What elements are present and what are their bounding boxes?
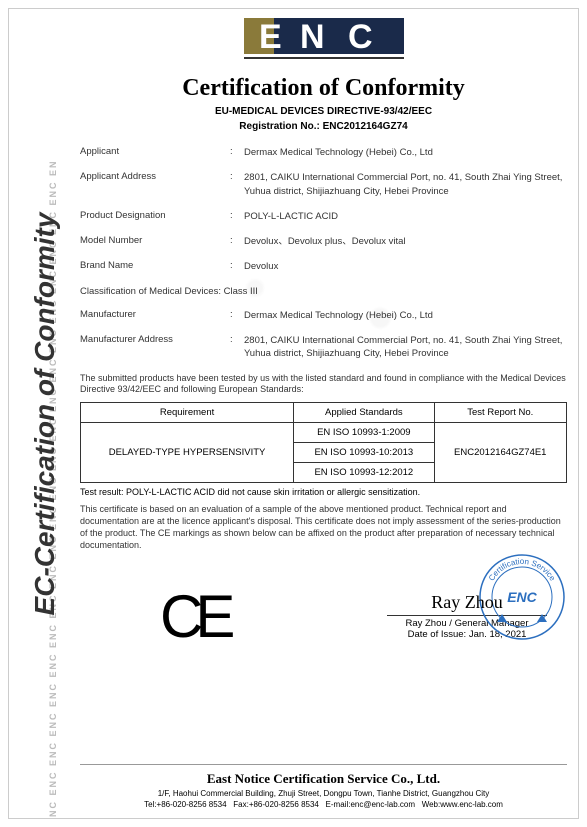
field-label: Applicant Address (80, 171, 230, 182)
subtitle-directive: EU-MEDICAL DEVICES DIRECTIVE-93/42/EEC (80, 106, 567, 117)
field-label: Manufacturer (80, 309, 230, 320)
field-value: 2801, CAIKU International Commercial Por… (244, 171, 567, 198)
svg-text:N: N (300, 18, 325, 56)
field-value: Devolux (244, 260, 567, 273)
classification-line: Classification of Medical Devices: Class… (80, 286, 567, 297)
footer-contact: Tel:+86-020-8256 8534 Fax:+86-020-8256 8… (80, 800, 567, 809)
field-label: Applicant (80, 146, 230, 157)
field-label: Product Designation (80, 210, 230, 221)
ce-mark-icon: CE (160, 582, 227, 651)
field-applicant: Applicant : Dermax Medical Technology (H… (80, 146, 567, 159)
reg-value: ENC2012164GZ74 (323, 121, 408, 132)
fax-value: +86-020-8256 8534 (249, 800, 319, 809)
applicant-fields: Applicant : Dermax Medical Technology (H… (80, 146, 567, 361)
reg-label: Registration No.: (239, 121, 320, 132)
side-vertical-title: EC-Certification of Conformity (29, 14, 61, 814)
email-value: enc@enc-lab.com (350, 800, 415, 809)
main-title: Certification of Conformity (80, 75, 567, 102)
legal-text: This certificate is based on an evaluati… (80, 503, 567, 552)
tel-value: +86-020-8256 8534 (157, 800, 227, 809)
field-applicant-address: Applicant Address : 2801, CAIKU Internat… (80, 171, 567, 198)
main-content: E N C Certification of Conformity EU-MED… (80, 18, 567, 809)
field-label: Model Number (80, 235, 230, 246)
th-report: Test Report No. (434, 403, 566, 423)
table-header-row: Requirement Applied Standards Test Repor… (81, 403, 567, 423)
field-value: Dermax Medical Technology (Hebei) Co., L… (244, 146, 567, 159)
field-label: Brand Name (80, 260, 230, 271)
enc-logo-icon: E N C (244, 18, 404, 62)
field-value: POLY-L-LACTIC ACID (244, 210, 567, 223)
cell-standard: EN ISO 10993-10:2013 (294, 443, 434, 463)
signature-script: Ray Zhou (367, 592, 567, 613)
field-label: Manufacturer Address (80, 334, 230, 345)
tel-label: Tel: (144, 800, 156, 809)
cell-standard: EN ISO 10993-1:2009 (294, 423, 434, 443)
field-model-number: Model Number : Devolux、Devolux plus、Devo… (80, 235, 567, 248)
cell-report-no: ENC2012164GZ74E1 (434, 423, 566, 483)
field-brand-name: Brand Name : Devolux (80, 260, 567, 273)
cell-requirement: DELAYED-TYPE HYPERSENSIVITY (81, 423, 294, 483)
web-value: www.enc-lab.com (440, 800, 503, 809)
th-standards: Applied Standards (294, 403, 434, 423)
field-value: Dermax Medical Technology (Hebei) Co., L… (244, 309, 567, 322)
logo-wrap: E N C (80, 18, 567, 67)
footer: East Notice Certification Service Co., L… (80, 744, 567, 809)
web-label: Web: (422, 800, 441, 809)
cell-standard: EN ISO 10993-12:2012 (294, 463, 434, 483)
date-label: Date of Issue: (408, 629, 467, 640)
signature-block: Certification Service ENC Ray Zhou Ray Z… (367, 592, 567, 640)
ce-signature-section: CE Certification Service ENC Ray Zhou Ra… (80, 582, 567, 651)
side-panel: NC ENC ENC ENC ENC ENC ENC ENC ENC ENC E… (10, 10, 70, 817)
field-value: Devolux、Devolux plus、Devolux vital (244, 235, 567, 248)
fax-label: Fax: (233, 800, 249, 809)
registration-number: Registration No.: ENC2012164GZ74 (80, 121, 567, 132)
test-result-text: Test result: POLY-L-LACTIC ACID did not … (80, 487, 567, 497)
intro-text: The submitted products have been tested … (80, 373, 567, 396)
table-row: DELAYED-TYPE HYPERSENSIVITY EN ISO 10993… (81, 423, 567, 443)
svg-text:E: E (259, 18, 282, 56)
field-product-designation: Product Designation : POLY-L-LACTIC ACID (80, 210, 567, 223)
footer-company: East Notice Certification Service Co., L… (80, 771, 567, 787)
standards-table: Requirement Applied Standards Test Repor… (80, 402, 567, 483)
svg-text:C: C (348, 18, 373, 56)
field-manufacturer-address: Manufacturer Address : 2801, CAIKU Inter… (80, 334, 567, 361)
field-value: 2801, CAIKU International Commercial Por… (244, 334, 567, 361)
footer-divider (80, 764, 567, 765)
field-manufacturer: Manufacturer : Dermax Medical Technology… (80, 309, 567, 322)
footer-address: 1/F, Haohui Commercial Building, Zhuji S… (80, 789, 567, 798)
email-label: E-mail: (326, 800, 351, 809)
th-requirement: Requirement (81, 403, 294, 423)
